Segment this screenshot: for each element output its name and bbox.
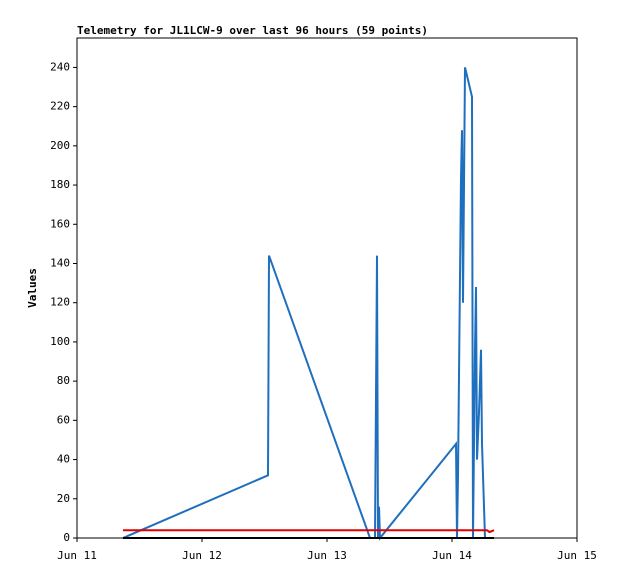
y-tick-label: 40 (57, 453, 70, 466)
y-tick-label: 200 (50, 139, 70, 152)
x-tick-label: Jun 11 (57, 549, 97, 562)
x-tick-label: Jun 12 (182, 549, 222, 562)
series-line (122, 67, 488, 541)
y-tick-label: 140 (50, 256, 70, 269)
y-tick-label: 100 (50, 335, 70, 348)
y-tick-label: 220 (50, 100, 70, 113)
y-axis-label: Values (26, 268, 39, 308)
x-tick-label: Jun 13 (307, 549, 347, 562)
x-tick-label: Jun 14 (432, 549, 472, 562)
y-tick-label: 180 (50, 178, 70, 191)
x-tick-label: Jun 15 (557, 549, 597, 562)
chart-title: Telemetry for JL1LCW-9 over last 96 hour… (77, 24, 428, 37)
y-tick-label: 160 (50, 217, 70, 230)
plot-frame (76, 37, 578, 539)
y-tick-label: 0 (63, 531, 70, 544)
y-tick-label: 120 (50, 296, 70, 309)
y-tick-label: 80 (57, 374, 70, 387)
y-tick-label: 240 (50, 60, 70, 73)
series-line (123, 529, 495, 534)
y-tick-label: 60 (57, 413, 70, 426)
y-tick-label: 20 (57, 492, 70, 505)
